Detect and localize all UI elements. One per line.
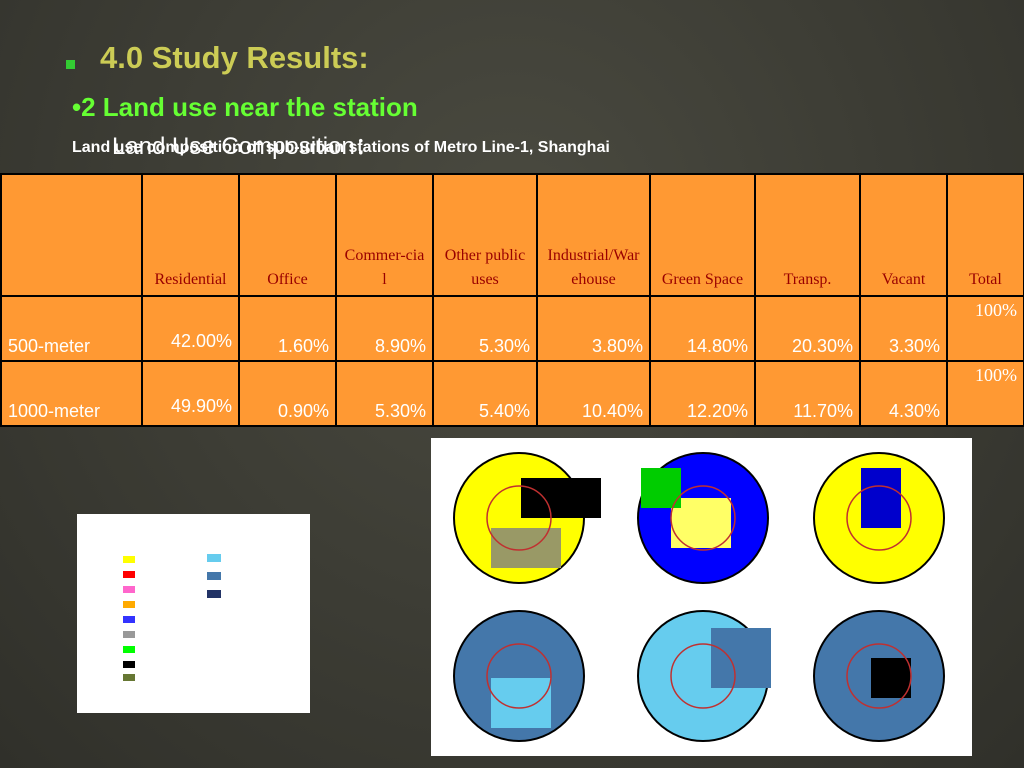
table-cell: 12.20% [649,360,756,427]
overlay-text: Land Use Composition： [112,133,379,160]
subtitle: •2 Land use near the station [72,92,418,122]
table: Residential Office Commer-cial Other public… [0,173,1024,427]
table-cell: 3.80% [536,295,651,362]
table-cell: 500-meter [0,295,143,362]
table-row: 500-meter 42.00% 1.60% 8.90% 5.30% 3.80% 14.80… [0,295,1024,362]
table-cell: Green Space [649,173,756,297]
table-cell: 49.90% [141,360,240,427]
table-cell: 0.90% [238,360,337,427]
table-cell: 1.60% [238,295,337,362]
table-cell: 11.70% [754,360,861,427]
table-cell: Total [946,173,1024,297]
table-cell: Transp. [754,173,861,297]
table-cell: 8.90% [335,295,434,362]
table-cell: Vacant [859,173,948,297]
table-cell: 1000-meter [0,360,143,427]
table-cell: 5.30% [335,360,434,427]
table-cell: 5.40% [432,360,538,427]
table-cell: 5.30% [432,295,538,362]
table-cell: Office [238,173,337,297]
table-cell: 100% [946,295,1024,362]
caption: Land use composition of sub-urban statio… [72,139,610,156]
table-cell: 10.40% [536,360,651,427]
table-cell: 4.30% [859,360,948,427]
table-cell [0,173,143,297]
title: 4.0 Study Results: [100,40,369,75]
table-cell: 100% [946,360,1024,427]
bullet [66,60,75,69]
table-cell: 14.80% [649,295,756,362]
legend-swatches [123,554,221,681]
table-cell: 3.30% [859,295,948,362]
table-row: Residential Office Commer-cial Other public… [0,173,1024,297]
table-cell: Industrial/Warehouse [536,173,651,297]
table-cell: Residential [141,173,240,297]
table-row: 1000-meter 49.90% 0.90% 5.30% 5.40% 10.40% 12.… [0,360,1024,427]
table-cell: Other public uses [432,173,538,297]
table-cell: Commer-cial [335,173,434,297]
legend-image [77,514,310,713]
table-cell: 20.30% [754,295,861,362]
table-cell: 42.00% [141,295,240,362]
map-image [431,438,972,756]
